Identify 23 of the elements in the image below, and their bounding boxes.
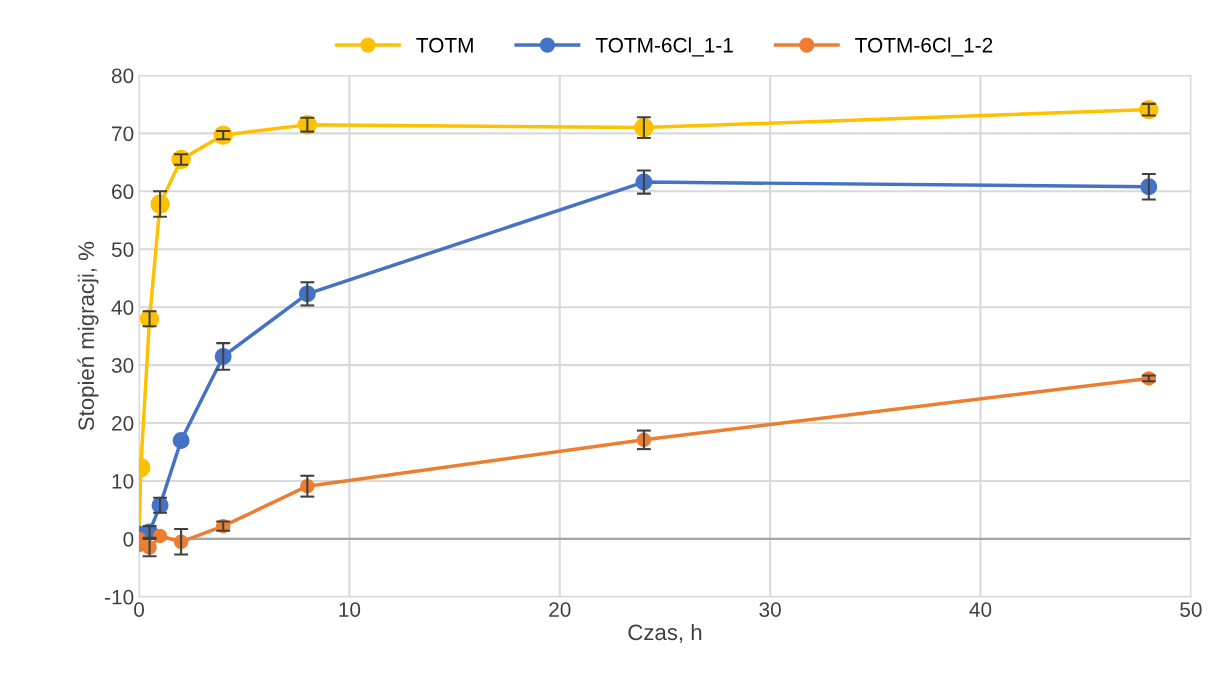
x-tick-label: 10 xyxy=(339,602,361,617)
x-tick-label: 50 xyxy=(1180,602,1202,617)
y-axis-title: Stopień migracji, % xyxy=(77,241,99,431)
x-axis-title: Czas, h xyxy=(628,623,702,643)
y-tick-label: 70 xyxy=(112,126,134,142)
legend-label: TOTM xyxy=(416,37,473,53)
x-tick-label: 20 xyxy=(549,602,571,617)
y-tick-label: 40 xyxy=(111,300,134,315)
y-tick-label: 80 xyxy=(111,68,134,84)
x-tick-label: 30 xyxy=(759,602,781,617)
y-tick-label: 30 xyxy=(111,358,134,373)
legend-label: TOTM-6Cl_1-2 xyxy=(855,37,993,57)
point xyxy=(172,431,190,449)
point xyxy=(152,528,168,544)
x-tick-label: 0 xyxy=(134,602,145,617)
y-tick-label: 0 xyxy=(123,531,134,547)
y-tick-label: 50 xyxy=(111,242,134,257)
y-tick-label: -10 xyxy=(104,589,134,605)
y-tick-label: 10 xyxy=(112,473,134,489)
y-tick-label: 60 xyxy=(112,184,134,200)
y-tick-label: 20 xyxy=(112,416,134,431)
x-tick-label: 40 xyxy=(969,602,992,617)
legend-label: TOTM-6Cl_1-1 xyxy=(595,37,733,57)
